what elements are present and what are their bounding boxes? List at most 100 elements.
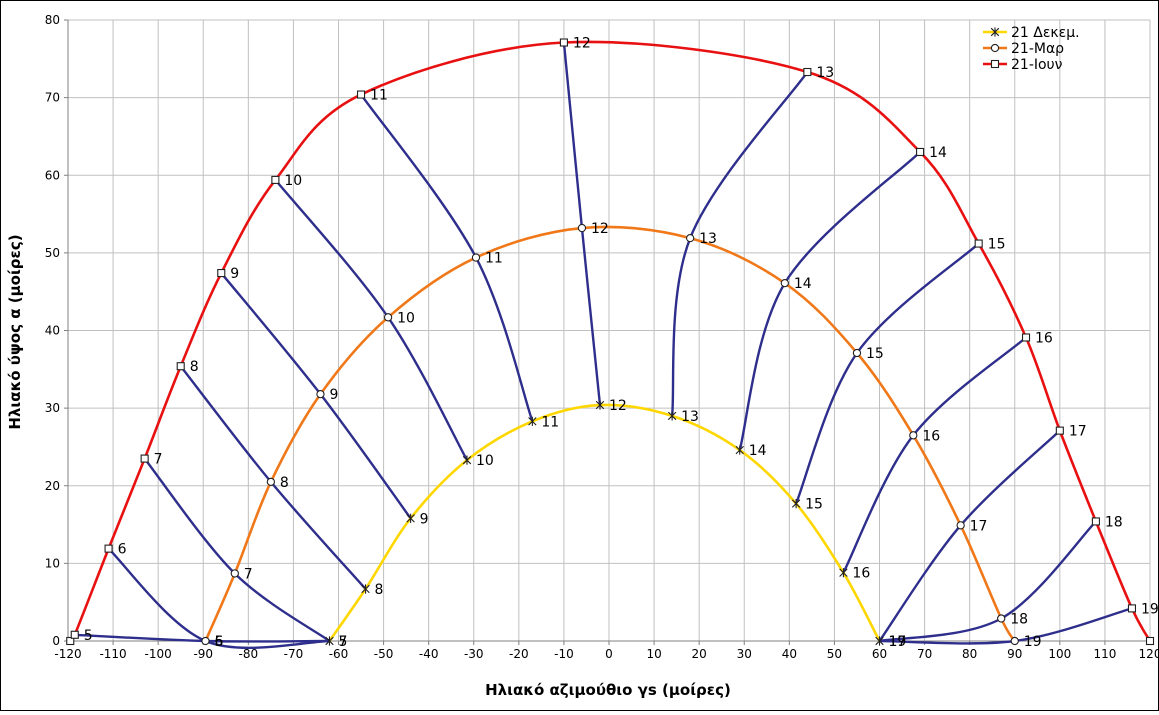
- x-tick-label: -40: [419, 647, 439, 661]
- data-point: [176, 362, 185, 371]
- data-point: [356, 90, 366, 99]
- hour-label: 14: [929, 145, 947, 161]
- data-point: [974, 239, 983, 248]
- data-point: [839, 568, 848, 578]
- x-tick-label: 120: [1139, 647, 1159, 661]
- data-point: [70, 630, 79, 639]
- x-tick-label: 60: [872, 647, 887, 661]
- hour-label: 7: [154, 452, 163, 468]
- data-point: [1127, 604, 1137, 613]
- axes: -120 -110 -100 -90 -80 -70 -60 -50 -40 -30 -20 -10 0…: [45, 13, 1159, 661]
- hour-label: 7: [338, 634, 347, 650]
- data-point: [686, 233, 695, 243]
- hour-label: 12: [573, 36, 591, 52]
- data-point: [266, 477, 276, 487]
- series: [66, 38, 1155, 646]
- data-point: [595, 400, 605, 410]
- series-line-1: [204, 225, 1016, 642]
- x-tick-label: 100: [1048, 647, 1071, 661]
- x-tick-label: -120: [54, 647, 81, 661]
- data-point: [577, 223, 587, 233]
- data-point: [780, 278, 789, 288]
- grid: [67, 19, 1151, 642]
- data-point: [104, 544, 113, 553]
- hour-label: 11: [541, 414, 559, 430]
- x-tick-label: 0: [605, 647, 613, 661]
- x-tick-label: 40: [782, 647, 797, 661]
- hour-label: 18: [1010, 611, 1028, 627]
- x-tick-label: 50: [827, 647, 842, 661]
- hour-label: 15: [988, 237, 1006, 253]
- y-tick-label: 40: [45, 324, 60, 338]
- x-tick-label: -80: [239, 647, 259, 661]
- data-point: [140, 454, 149, 463]
- data-point: [325, 636, 334, 646]
- x-tick-label: 80: [962, 647, 977, 661]
- data-point: [201, 636, 210, 646]
- data-point: [875, 636, 884, 646]
- hour-label: 19: [889, 634, 907, 650]
- hour-label: 9: [420, 511, 429, 527]
- data-point: [1091, 517, 1100, 526]
- data-point: [406, 513, 415, 523]
- x-axis-title: Ηλιακό αζιμούθιο γs (μοίρες): [485, 681, 731, 699]
- hour-label: 13: [681, 409, 699, 425]
- hour-label: 16: [1035, 330, 1053, 346]
- hour-label: 19: [1141, 601, 1159, 617]
- data-point: [1021, 333, 1031, 342]
- hour-label: 12: [609, 398, 627, 414]
- hour-label: 5: [215, 634, 224, 650]
- x-tick-label: -100: [145, 647, 172, 661]
- y-tick-label: 50: [45, 246, 60, 260]
- hour-label: 8: [280, 475, 289, 491]
- x-tick-label: 30: [737, 647, 752, 661]
- data-point: [803, 67, 812, 77]
- x-tick-label: 10: [646, 647, 661, 661]
- x-tick-label: -30: [464, 647, 484, 661]
- y-tick-label: 10: [45, 556, 60, 570]
- hour-label: 6: [215, 634, 224, 650]
- data-point: [217, 269, 226, 278]
- x-tick-label: -50: [374, 647, 394, 661]
- hour-label: 11: [485, 251, 503, 267]
- y-tick-label: 60: [45, 168, 60, 182]
- hour-label: 5: [84, 628, 93, 644]
- data-point: [471, 253, 481, 262]
- hour-labels: 7891011121314151617678910111213141516171…: [84, 36, 1159, 650]
- hour-label: 19: [1024, 634, 1042, 650]
- x-tick-label: -70: [284, 647, 304, 661]
- hour-label: 17: [1069, 424, 1087, 440]
- data-point: [66, 636, 75, 646]
- hour-label: 14: [749, 443, 767, 459]
- data-point: [956, 521, 965, 530]
- legend-entry-2: 21-Ιουν: [1011, 57, 1063, 73]
- data-point: [1010, 636, 1019, 646]
- y-axis-title: Ηλιακό ύψος α (μοίρες): [6, 234, 24, 429]
- y-tick-label: 30: [45, 401, 60, 415]
- hour-label: 12: [591, 221, 609, 237]
- hour-label: 13: [816, 65, 834, 81]
- hour-label: 10: [284, 173, 302, 189]
- data-point: [361, 584, 370, 594]
- hour-label: 8: [375, 582, 384, 598]
- data-point: [791, 499, 801, 509]
- hour-label: 17: [970, 518, 988, 534]
- x-tick-label: 110: [1093, 647, 1116, 661]
- x-tick-label: -90: [193, 647, 213, 661]
- legend-marker-0: [990, 27, 1000, 37]
- data-point: [1055, 426, 1064, 435]
- x-tick-label: -110: [99, 647, 126, 661]
- legend-marker-1: [990, 43, 1000, 53]
- y-tick-label: 70: [45, 91, 60, 105]
- data-point: [230, 569, 239, 578]
- x-tick-label: -10: [554, 647, 574, 661]
- x-tick-label: 70: [917, 647, 932, 661]
- hour-label: 15: [866, 346, 884, 362]
- x-tick-label: -60: [329, 647, 349, 661]
- legend-entry-1: 21-Μαρ: [1011, 41, 1064, 57]
- x-tick-label: 20: [692, 647, 707, 661]
- hour-label: 15: [805, 497, 823, 513]
